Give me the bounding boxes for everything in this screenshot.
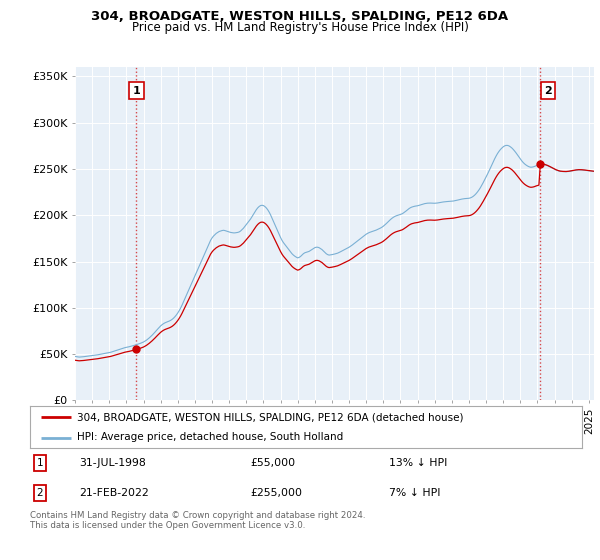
Text: 7% ↓ HPI: 7% ↓ HPI [389,488,440,498]
Text: 13% ↓ HPI: 13% ↓ HPI [389,458,447,468]
Text: HPI: Average price, detached house, South Holland: HPI: Average price, detached house, Sout… [77,432,343,442]
Text: 2: 2 [544,86,552,96]
Text: 2: 2 [37,488,43,498]
Text: 1: 1 [133,86,140,96]
Text: 304, BROADGATE, WESTON HILLS, SPALDING, PE12 6DA (detached house): 304, BROADGATE, WESTON HILLS, SPALDING, … [77,412,463,422]
Text: 21-FEB-2022: 21-FEB-2022 [80,488,149,498]
Text: £255,000: £255,000 [251,488,303,498]
Text: 304, BROADGATE, WESTON HILLS, SPALDING, PE12 6DA: 304, BROADGATE, WESTON HILLS, SPALDING, … [91,10,509,22]
Text: 1: 1 [37,458,43,468]
Text: 31-JUL-1998: 31-JUL-1998 [80,458,146,468]
Text: Price paid vs. HM Land Registry's House Price Index (HPI): Price paid vs. HM Land Registry's House … [131,21,469,34]
Text: Contains HM Land Registry data © Crown copyright and database right 2024.
This d: Contains HM Land Registry data © Crown c… [30,511,365,530]
Text: £55,000: £55,000 [251,458,296,468]
